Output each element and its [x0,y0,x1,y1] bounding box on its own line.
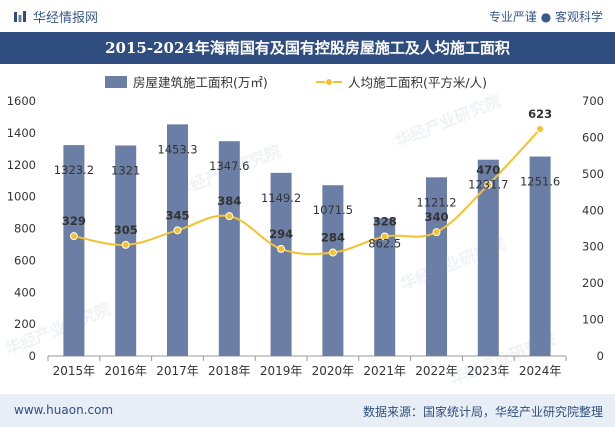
series-line [73,128,541,256]
watermark-0: 华经产业研究院 [392,91,503,151]
bar-label-1: 1321 [111,163,140,177]
legend-line-marker [325,78,333,86]
x-tick-label-8: 2023年 [467,364,510,378]
brand-name: 华经情报网 [33,11,99,26]
x-tick-label-2: 2017年 [156,364,199,378]
x-tick-label-5: 2020年 [312,364,355,378]
bar-7 [426,177,447,356]
top-bar: 华经情报网 专业严谨 ● 客观科学 [0,0,615,32]
line-point-8 [484,180,493,189]
y-left-tick-4: 800 [14,222,36,236]
legend-bar-swatch [105,76,127,88]
legend-bar-label: 房屋建筑施工面积(万㎡) [133,75,268,90]
line-point-7 [432,228,441,237]
line-label-6: 328 [373,215,397,229]
y-left-tick-7: 1400 [7,126,36,140]
brand-logo-icon [14,11,26,22]
line-label-8: 470 [476,163,500,177]
line-label-7: 340 [424,210,448,224]
line-label-3: 384 [217,194,241,208]
line-label-5: 284 [321,231,345,245]
y-left-tick-2: 400 [14,285,36,299]
line-point-0 [69,232,78,241]
bar-label-5: 1071.5 [313,203,353,217]
x-tick-label-3: 2018年 [208,364,251,378]
bar-label-8: 1231.7 [468,178,508,192]
y-right-tick-4: 400 [582,203,604,217]
legend-line-label: 人均施工面积(平方米/人) [348,75,487,90]
line-point-3 [225,212,234,221]
x-tick-label-4: 2019年 [260,364,303,378]
bar-label-3: 1347.6 [209,159,249,173]
data-source: 数据来源：国家统计局，华经产业研究院整理 [362,405,603,419]
y-right-tick-5: 500 [582,167,604,181]
bar-4 [270,172,292,356]
line-label-1: 305 [114,223,138,237]
y-right-tick-7: 700 [582,94,604,108]
bar-8 [477,159,499,356]
y-right-tick-0: 0 [597,349,604,363]
title-bar: 2015-2024年海南国有及国有控股房屋施工及人均施工面积 [0,32,615,64]
bar-0 [63,145,85,356]
line-point-6 [380,232,389,241]
x-tick-label-1: 2016年 [104,364,147,378]
bar-3 [218,141,240,356]
bar-label-6: 862.5 [368,237,401,251]
chart: 华经产业研究院华经产业研究院华经产业研究院华经产业研究院华经产业研究院02004… [2,75,604,389]
x-tick-label-7: 2022年 [415,364,458,378]
y-right-tick-3: 300 [582,240,604,254]
y-left-tick-8: 1600 [7,94,36,108]
chart-title: 2015-2024年海南国有及国有控股房屋施工及人均施工面积 [105,39,510,57]
y-left-tick-6: 1200 [7,158,36,172]
site-url: www.huaon.com [14,403,114,417]
brand: 华经情报网 [13,7,98,26]
line-point-9 [536,125,545,134]
y-left-tick-0: 0 [29,349,36,363]
bar-2 [167,124,188,356]
line-label-4: 294 [269,227,293,241]
y-right-tick-2: 200 [582,276,604,290]
bar-1 [115,145,137,356]
y-right-tick-1: 100 [582,313,604,327]
y-left-tick-3: 600 [14,253,36,267]
line-label-0: 329 [62,214,86,228]
x-tick-label-0: 2015年 [53,364,96,378]
line-point-2 [173,226,182,235]
line-point-1 [121,240,130,249]
x-tick-label-6: 2021年 [363,364,406,378]
bar-label-9: 1251.6 [520,175,560,189]
line-point-4 [277,244,286,253]
bar-label-7: 1121.2 [416,195,456,209]
line-label-9: 623 [528,107,552,121]
slogan: 专业严谨 ● 客观科学 [488,10,603,24]
bar-5 [322,185,344,356]
line-label-2: 345 [165,208,189,222]
footer: www.huaon.com 数据来源：国家统计局，华经产业研究院整理 [0,394,615,427]
bar-label-0: 1323.2 [54,163,94,177]
y-left-tick-1: 200 [14,317,36,331]
bar-label-4: 1149.2 [261,191,301,205]
x-tick-label-9: 2024年 [519,364,562,378]
y-right-tick-6: 600 [582,130,604,144]
y-left-tick-5: 1000 [7,190,36,204]
bar-6 [374,218,396,356]
bar-9 [529,156,551,356]
line-point-5 [328,248,337,257]
bar-label-2: 1453.3 [157,142,197,156]
